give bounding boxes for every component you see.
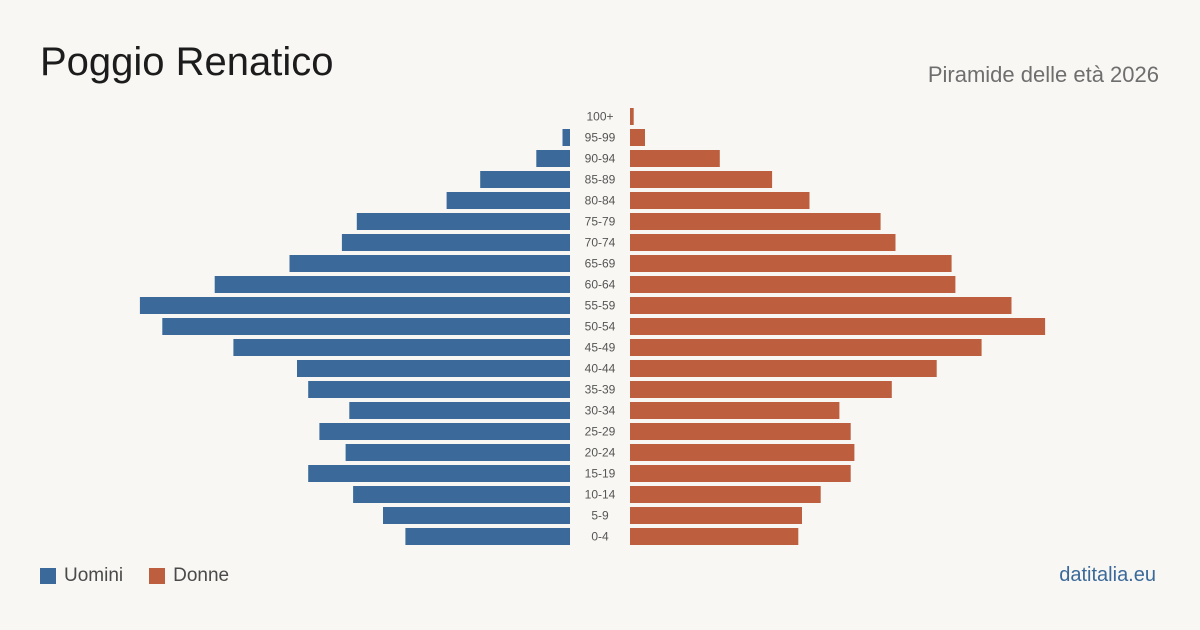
bar-men-35-39 xyxy=(308,381,570,398)
bar-women-0-4 xyxy=(630,528,799,545)
bar-men-5-9 xyxy=(383,507,570,524)
age-label-30-34: 30-34 xyxy=(585,404,616,418)
bar-women-15-19 xyxy=(630,465,851,482)
age-label-25-29: 25-29 xyxy=(585,425,616,439)
bar-women-75-79 xyxy=(630,213,881,230)
age-label-65-69: 65-69 xyxy=(585,257,616,271)
age-label-35-39: 35-39 xyxy=(585,383,616,397)
chart-legend: Uomini Donne xyxy=(40,565,255,587)
age-label-10-14: 10-14 xyxy=(585,488,616,502)
bar-men-30-34 xyxy=(349,402,570,419)
age-label-60-64: 60-64 xyxy=(585,278,616,292)
bar-men-70-74 xyxy=(341,234,570,251)
bar-men-25-29 xyxy=(319,423,570,440)
age-label-55-59: 55-59 xyxy=(585,299,616,313)
bar-women-10-14 xyxy=(630,486,821,503)
legend-item-women: Donne xyxy=(149,565,229,587)
bar-women-70-74 xyxy=(630,234,896,251)
legend-label-men: Uomini xyxy=(64,565,124,586)
page-subtitle: Piramide delle età 2026 xyxy=(927,62,1159,87)
bar-men-95-99 xyxy=(562,129,570,146)
bar-men-15-19 xyxy=(308,465,570,482)
bar-women-5-9 xyxy=(630,507,802,524)
age-label-20-24: 20-24 xyxy=(585,446,616,460)
page-title: Poggio Renatico xyxy=(40,40,334,84)
bar-women-25-29 xyxy=(630,423,851,440)
bar-men-50-54 xyxy=(162,318,571,335)
legend-swatch-women xyxy=(149,568,166,584)
bar-women-45-49 xyxy=(630,339,982,356)
bar-men-0-4 xyxy=(405,528,570,545)
bar-women-95-99 xyxy=(630,129,645,146)
bar-men-90-94 xyxy=(536,150,570,167)
bar-men-75-79 xyxy=(356,213,570,230)
age-label-70-74: 70-74 xyxy=(585,236,616,250)
age-label-90-94: 90-94 xyxy=(585,152,616,166)
age-label-0-4: 0-4 xyxy=(591,530,609,544)
bar-men-80-84 xyxy=(446,192,570,209)
age-label-5-9: 5-9 xyxy=(591,509,609,523)
bar-men-65-69 xyxy=(289,255,570,272)
bar-women-40-44 xyxy=(630,360,937,377)
age-label-45-49: 45-49 xyxy=(585,341,616,355)
age-label-95-99: 95-99 xyxy=(585,131,616,145)
bar-women-35-39 xyxy=(630,381,892,398)
bar-women-55-59 xyxy=(630,297,1012,314)
age-label-100-: 100+ xyxy=(586,110,613,124)
legend-swatch-men xyxy=(40,568,56,584)
brand-link[interactable]: datitalia.eu xyxy=(1059,564,1156,586)
bar-women-50-54 xyxy=(630,318,1046,335)
bar-women-100- xyxy=(630,108,634,125)
bar-women-20-24 xyxy=(630,444,855,461)
bar-men-55-59 xyxy=(139,297,570,314)
legend-item-men: Uomini xyxy=(40,565,123,587)
age-label-50-54: 50-54 xyxy=(585,320,616,334)
age-label-75-79: 75-79 xyxy=(585,215,616,229)
bar-women-85-89 xyxy=(630,171,773,188)
legend-label-women: Donne xyxy=(173,565,230,586)
bar-men-40-44 xyxy=(297,360,570,377)
bar-women-60-64 xyxy=(630,276,956,293)
bar-men-45-49 xyxy=(233,339,570,356)
bar-women-30-34 xyxy=(630,402,840,419)
age-label-85-89: 85-89 xyxy=(585,173,616,187)
age-label-80-84: 80-84 xyxy=(585,194,616,208)
bar-men-85-89 xyxy=(480,171,570,188)
bar-men-20-24 xyxy=(345,444,570,461)
age-label-15-19: 15-19 xyxy=(585,467,616,481)
age-label-40-44: 40-44 xyxy=(585,362,616,376)
bar-men-10-14 xyxy=(353,486,570,503)
bar-men-60-64 xyxy=(214,276,570,293)
bar-women-80-84 xyxy=(630,192,810,209)
bar-women-65-69 xyxy=(630,255,952,272)
bar-women-90-94 xyxy=(630,150,720,167)
